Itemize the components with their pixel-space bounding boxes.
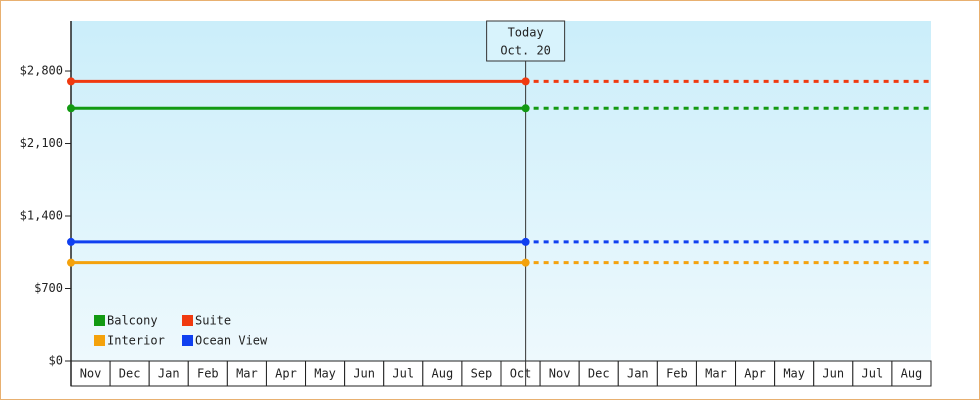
x-tick-label: Apr [275,367,297,381]
x-tick-label: Jan [158,367,180,381]
point [521,77,530,86]
x-tick-label: Dec [119,367,141,381]
x-tick-cell [461,360,502,387]
x-tick-label: Mar [705,367,727,381]
x-tick-label: May [314,367,336,381]
x-tick-cell [539,360,580,387]
point [67,237,75,246]
x-tick-cell [617,360,658,387]
x-tick-label: Jul [862,367,884,381]
legend-swatch [94,335,105,346]
y-tick-label: $0 [49,354,63,368]
today-label: Today [508,26,544,40]
x-tick-label: Feb [666,367,688,381]
x-tick-label: Mar [236,367,258,381]
x-tick-cell [813,360,854,387]
today-box [486,20,566,62]
legend-label: Interior [107,334,165,348]
legend-label: Balcony [107,314,158,328]
x-tick-label: Nov [80,367,102,381]
x-tick-label: Jul [392,367,414,381]
x-tick-label: Aug [432,367,454,381]
x-tick-label: Sep [471,367,493,381]
x-tick-cell [383,360,424,387]
y-tick-label: $700 [34,281,63,295]
x-tick-label: Nov [549,367,571,381]
legend-label: Suite [195,314,231,328]
x-tick-label: Oct [510,367,532,381]
x-tick-label: Jun [822,367,844,381]
point [67,104,75,113]
x-tick-cell [774,360,815,387]
x-tick-cell [852,360,893,387]
x-tick-label: Dec [588,367,610,381]
x-tick-label: Feb [197,367,219,381]
point [67,258,75,267]
y-tick-label: $2,800 [20,64,63,78]
x-tick-label: Jan [627,367,649,381]
legend-swatch [182,335,193,346]
plot-area [71,21,931,361]
x-tick-label: Jun [353,367,375,381]
x-tick-cell [148,360,189,387]
x-tick-cell [226,360,267,387]
point [521,258,530,267]
point [521,237,530,246]
y-tick-label: $2,100 [20,136,63,150]
x-tick-label: Apr [744,367,766,381]
x-tick-label: May [783,367,805,381]
x-tick-cell [891,360,932,387]
x-tick-label: Aug [901,367,923,381]
legend-label: Ocean View [195,334,268,348]
point [521,104,530,113]
today-date: Oct. 20 [500,44,551,58]
x-tick-cell [305,360,346,387]
point [67,77,75,86]
y-tick-label: $1,400 [20,209,63,223]
legend-swatch [182,315,193,326]
legend-swatch [94,315,105,326]
x-tick-cell [656,360,697,387]
x-tick-cell [735,360,776,387]
